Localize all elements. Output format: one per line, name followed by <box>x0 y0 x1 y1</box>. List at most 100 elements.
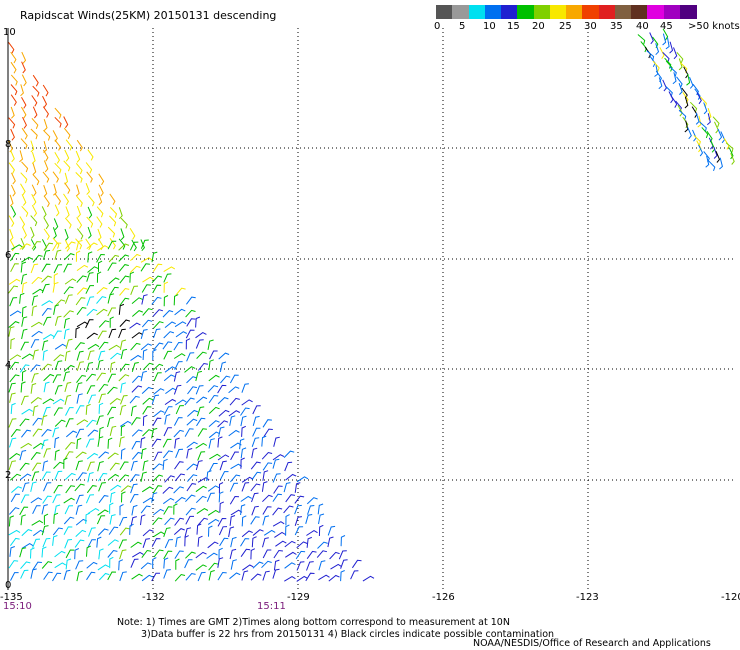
wind-barb <box>229 515 236 526</box>
wind-barb <box>19 462 30 471</box>
wind-barb <box>678 83 683 95</box>
wind-barb <box>41 206 47 218</box>
wind-barb <box>142 308 153 316</box>
wind-barb <box>132 551 144 558</box>
wind-barb <box>109 514 116 525</box>
wind-barb <box>53 264 63 274</box>
wind-barb <box>163 557 169 569</box>
wind-barb <box>230 451 239 461</box>
wind-barb <box>63 310 74 318</box>
wind-barb <box>294 495 305 504</box>
wind-barb <box>96 271 102 283</box>
lat-lon-grid <box>8 28 736 590</box>
wind-barb <box>75 297 86 306</box>
wind-barb <box>97 461 104 472</box>
wind-barb <box>164 366 177 373</box>
wind-barb <box>76 217 83 229</box>
wind-barb <box>684 120 689 133</box>
wind-barb <box>119 503 124 516</box>
y-label-10: 10 <box>3 27 16 38</box>
wind-barb <box>19 364 30 373</box>
wind-barb <box>64 451 74 460</box>
wind-barb <box>64 149 70 162</box>
wind-barb <box>262 537 269 548</box>
wind-barb <box>217 454 230 461</box>
wind-barb <box>693 135 701 146</box>
wind-barb <box>119 287 130 296</box>
wind-barb <box>75 428 85 438</box>
wind-barb <box>272 493 282 502</box>
wind-barb <box>65 418 74 428</box>
wind-barb <box>8 285 18 294</box>
wind-barb <box>163 569 171 579</box>
legend-tick-label: 35 <box>610 21 623 32</box>
wind-barb <box>10 205 17 218</box>
wind-barb <box>219 460 227 471</box>
wind-barb <box>329 551 340 560</box>
wind-barb <box>19 150 24 163</box>
wind-barb <box>273 485 283 494</box>
wind-barb <box>689 101 698 113</box>
wind-barb <box>19 243 31 250</box>
wind-barb <box>8 278 21 285</box>
wind-barb <box>121 491 126 503</box>
legend-swatch <box>647 5 664 19</box>
wind-speed-legend: 0 5 10 15 20 25 30 35 40 45 >50 knots <box>0 0 740 40</box>
x-label-132: -132 <box>142 592 165 603</box>
wind-barb <box>153 328 161 339</box>
wind-barb <box>140 562 152 570</box>
wind-barb <box>195 551 207 559</box>
wind-barb <box>65 206 70 219</box>
wind-barb <box>54 436 60 448</box>
wind-barb <box>118 328 126 339</box>
wind-barb <box>262 462 273 471</box>
wind-barb <box>9 546 15 557</box>
wind-barb <box>20 561 31 570</box>
wind-barb <box>239 438 245 450</box>
wind-barb <box>54 343 67 350</box>
wind-barb <box>294 516 302 526</box>
wind-barb <box>662 51 670 63</box>
wind-barb <box>350 570 359 580</box>
wind-barb <box>164 398 177 406</box>
wind-barb <box>10 263 19 273</box>
wind-barb <box>153 410 165 417</box>
wind-barb <box>197 362 208 371</box>
wind-swath-main <box>8 42 375 582</box>
wind-barb <box>77 228 84 240</box>
wind-barb <box>208 438 215 449</box>
wind-barb <box>63 116 69 129</box>
wind-barb <box>107 416 114 428</box>
wind-barb <box>676 76 683 88</box>
wind-barb <box>54 562 67 569</box>
wind-barb <box>96 515 106 525</box>
wind-barb <box>706 113 711 126</box>
wind-barb <box>152 474 164 482</box>
wind-barb <box>97 564 110 571</box>
wind-barb <box>109 462 120 471</box>
wind-barb <box>261 451 273 460</box>
wind-barb <box>32 505 41 515</box>
wind-barb <box>129 241 139 251</box>
wind-barb <box>42 398 55 405</box>
wind-barb <box>30 481 37 492</box>
wind-barb <box>240 457 245 469</box>
wind-barb <box>63 286 74 295</box>
wind-barb <box>20 442 32 449</box>
wind-barb <box>652 60 660 72</box>
wind-barb <box>285 524 290 536</box>
wind-barb <box>10 94 17 106</box>
wind-barb <box>9 252 20 262</box>
legend-swatch <box>533 5 551 19</box>
wind-barb <box>130 253 141 262</box>
wind-barb <box>163 406 173 415</box>
wind-barb <box>153 531 165 538</box>
wind-barb <box>684 96 689 109</box>
wind-barb <box>76 275 87 283</box>
wind-barb <box>695 112 700 125</box>
wind-barb <box>98 482 106 492</box>
wind-barb <box>86 545 91 557</box>
wind-barb <box>74 548 80 560</box>
wind-barb <box>119 516 128 527</box>
wind-barb <box>196 417 206 427</box>
